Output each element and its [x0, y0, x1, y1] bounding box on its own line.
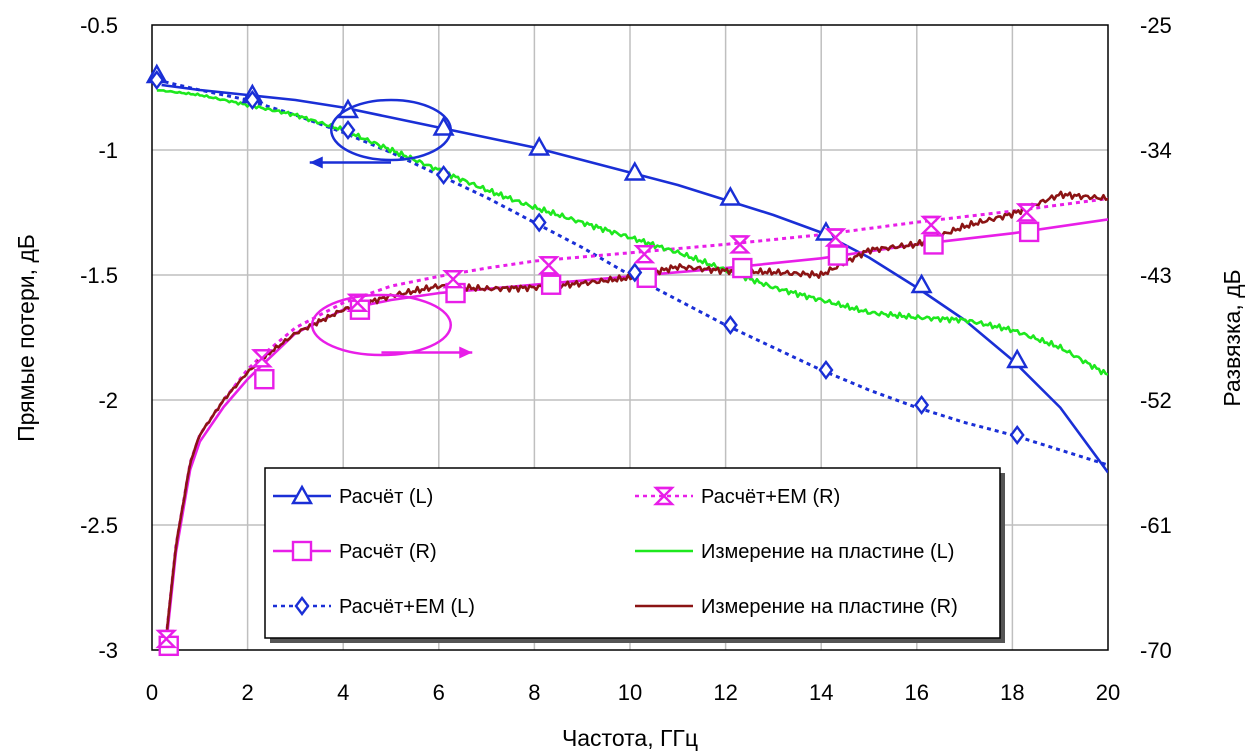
x-tick-label: 14	[809, 680, 833, 705]
legend-box	[264, 467, 1001, 639]
series-line	[165, 218, 1108, 644]
legend-label: Измерение на пластине (R)	[701, 596, 958, 618]
series-marker	[627, 262, 643, 283]
series-marker	[149, 70, 165, 90]
series-marker	[1015, 203, 1038, 222]
y-right-tick-label: -34	[1140, 138, 1172, 163]
legend-label: Расчёт (R)	[339, 541, 437, 563]
series-marker	[340, 120, 356, 140]
x-tick-label: 10	[618, 680, 642, 705]
y-right-axis-label: Развязка, дБ	[1219, 269, 1245, 406]
legend-item: Расчёт (R)	[273, 540, 437, 563]
y-right-tick-label: -25	[1140, 13, 1172, 38]
x-tick-label: 16	[905, 680, 929, 705]
series-marker	[910, 273, 933, 294]
legend-marker	[291, 540, 313, 562]
series-marker	[729, 235, 751, 254]
series-marker	[623, 161, 646, 181]
legend-item: Расчёт+ЕМ (R)	[635, 486, 840, 508]
y-right-tick-label: -70	[1140, 638, 1172, 663]
series-marker	[1018, 221, 1040, 243]
series-marker	[254, 368, 275, 390]
series-marker	[432, 116, 455, 136]
legend-label: Расчёт+ЕМ (R)	[701, 486, 840, 508]
series-marker	[537, 256, 560, 275]
series-marker	[155, 629, 178, 649]
x-tick-label: 8	[528, 680, 540, 705]
legend-label: Расчёт+ЕМ (L)	[339, 596, 475, 618]
x-tick-label: 6	[433, 680, 445, 705]
series-marker	[732, 257, 753, 279]
legend-item: Расчёт (L)	[273, 484, 433, 508]
series-marker	[540, 274, 562, 295]
annotation-arrow-head	[309, 156, 323, 169]
x-tick-label: 20	[1096, 680, 1120, 705]
y-left-tick-label: -1.5	[80, 263, 118, 288]
legend-marker	[294, 596, 310, 616]
annotation-arrow-head	[459, 346, 473, 359]
series-marker	[531, 212, 547, 233]
series-line	[156, 89, 1108, 376]
x-axis-label: Частота, ГГц	[562, 725, 698, 751]
series-marker	[914, 395, 930, 415]
series-marker	[1006, 348, 1029, 369]
series-marker	[528, 136, 551, 156]
series-marker	[1009, 425, 1025, 445]
y-left-tick-label: -1	[98, 138, 118, 163]
series-marker	[436, 165, 452, 185]
legend-label: Измерение на пластине (L)	[701, 541, 954, 563]
series-marker	[633, 244, 656, 264]
y-right-tick-label: -43	[1140, 263, 1172, 288]
y-right-tick-label: -61	[1140, 513, 1172, 538]
series-marker	[244, 90, 260, 110]
series-marker	[827, 245, 849, 266]
series-marker	[251, 349, 273, 368]
y-left-tick-label: -2.5	[80, 513, 118, 538]
y-left-tick-labels: -0.5 -1 -1.5 -2 -2.5 -3	[80, 13, 118, 663]
plot-frame	[151, 24, 1109, 651]
legend-marker	[653, 486, 675, 506]
x-tick-label: 18	[1000, 680, 1024, 705]
legend-item: Расчёт+ЕМ (L)	[273, 596, 475, 618]
x-tick-label: 12	[713, 680, 737, 705]
legend: Расчёт (L) Расчёт (R) Расчёт+ЕМ (L) Расчёт+…	[264, 467, 1005, 643]
series-marker	[824, 228, 847, 247]
y-left-tick-label: -2	[98, 388, 118, 413]
annotation-ellipse	[310, 293, 452, 357]
series-marker	[923, 234, 944, 255]
x-tick-label: 2	[241, 680, 253, 705]
y-right-tick-labels: -25 -34 -43 -52 -61 -70	[1140, 13, 1172, 663]
legend-marker	[290, 484, 314, 505]
series-marker	[719, 186, 742, 206]
annotation-layer	[309, 98, 473, 359]
series-marker	[346, 293, 369, 312]
annotation-ellipse	[330, 98, 452, 162]
marker-layer	[145, 63, 1040, 657]
legend-label: Расчёт (L)	[339, 486, 433, 508]
y-left-tick-label: -0.5	[80, 13, 118, 38]
y-right-tick-label: -52	[1140, 388, 1172, 413]
x-tick-labels: 0 2 4 6 8 10 12 14 16 18 20	[146, 680, 1120, 705]
y-left-axis-label: Прямые потери, дБ	[13, 234, 39, 442]
series-marker	[920, 215, 943, 235]
x-tick-label: 4	[337, 680, 349, 705]
legend-item: Измерение на пластине (R)	[635, 596, 958, 618]
series-marker	[442, 269, 465, 289]
x-tick-label: 0	[146, 680, 158, 705]
y-left-tick-label: -3	[98, 638, 118, 663]
series-marker	[818, 360, 834, 380]
legend-item: Измерение на пластине (L)	[635, 541, 954, 563]
series-marker	[722, 315, 738, 335]
